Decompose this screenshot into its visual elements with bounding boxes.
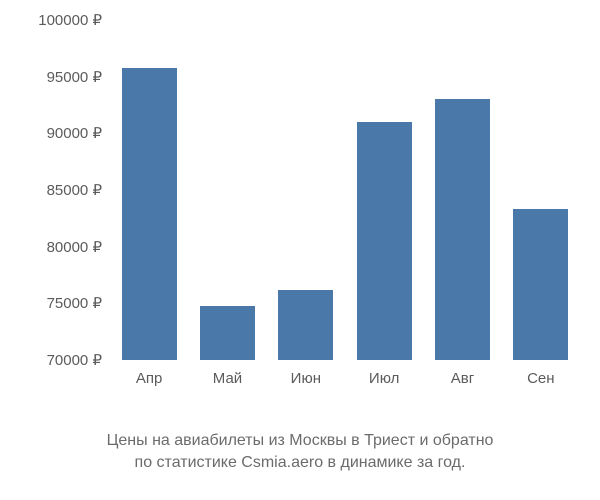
price-chart: 70000 ₽ 75000 ₽ 80000 ₽ 85000 ₽ 90000 ₽ 95000… [0, 0, 600, 420]
x-tick-label: Июн [291, 370, 321, 387]
bar [435, 99, 490, 360]
bar [200, 306, 255, 360]
chart-caption: Цены на авиабилеты из Москвы в Триест и … [0, 430, 600, 475]
caption-line1: Цены на авиабилеты из Москвы в Триест и … [107, 432, 494, 449]
caption-line2: по статистике Csmia.aero в динамике за г… [135, 454, 466, 471]
y-tick-label: 70000 ₽ [47, 351, 102, 369]
bar [122, 68, 177, 360]
y-tick-label: 80000 ₽ [47, 238, 102, 256]
plot-area [110, 20, 580, 360]
bar [357, 122, 412, 360]
y-tick-label: 95000 ₽ [47, 68, 102, 86]
y-tick-label: 75000 ₽ [47, 294, 102, 312]
bar [513, 209, 568, 360]
y-tick-label: 90000 ₽ [47, 124, 102, 142]
y-tick-label: 100000 ₽ [38, 11, 102, 29]
x-tick-label: Апр [136, 370, 162, 387]
x-tick-label: Май [213, 370, 242, 387]
x-tick-label: Сен [527, 370, 554, 387]
y-tick-label: 85000 ₽ [47, 181, 102, 199]
x-tick-label: Авг [451, 370, 474, 387]
x-tick-label: Июл [369, 370, 399, 387]
bar [278, 290, 333, 360]
